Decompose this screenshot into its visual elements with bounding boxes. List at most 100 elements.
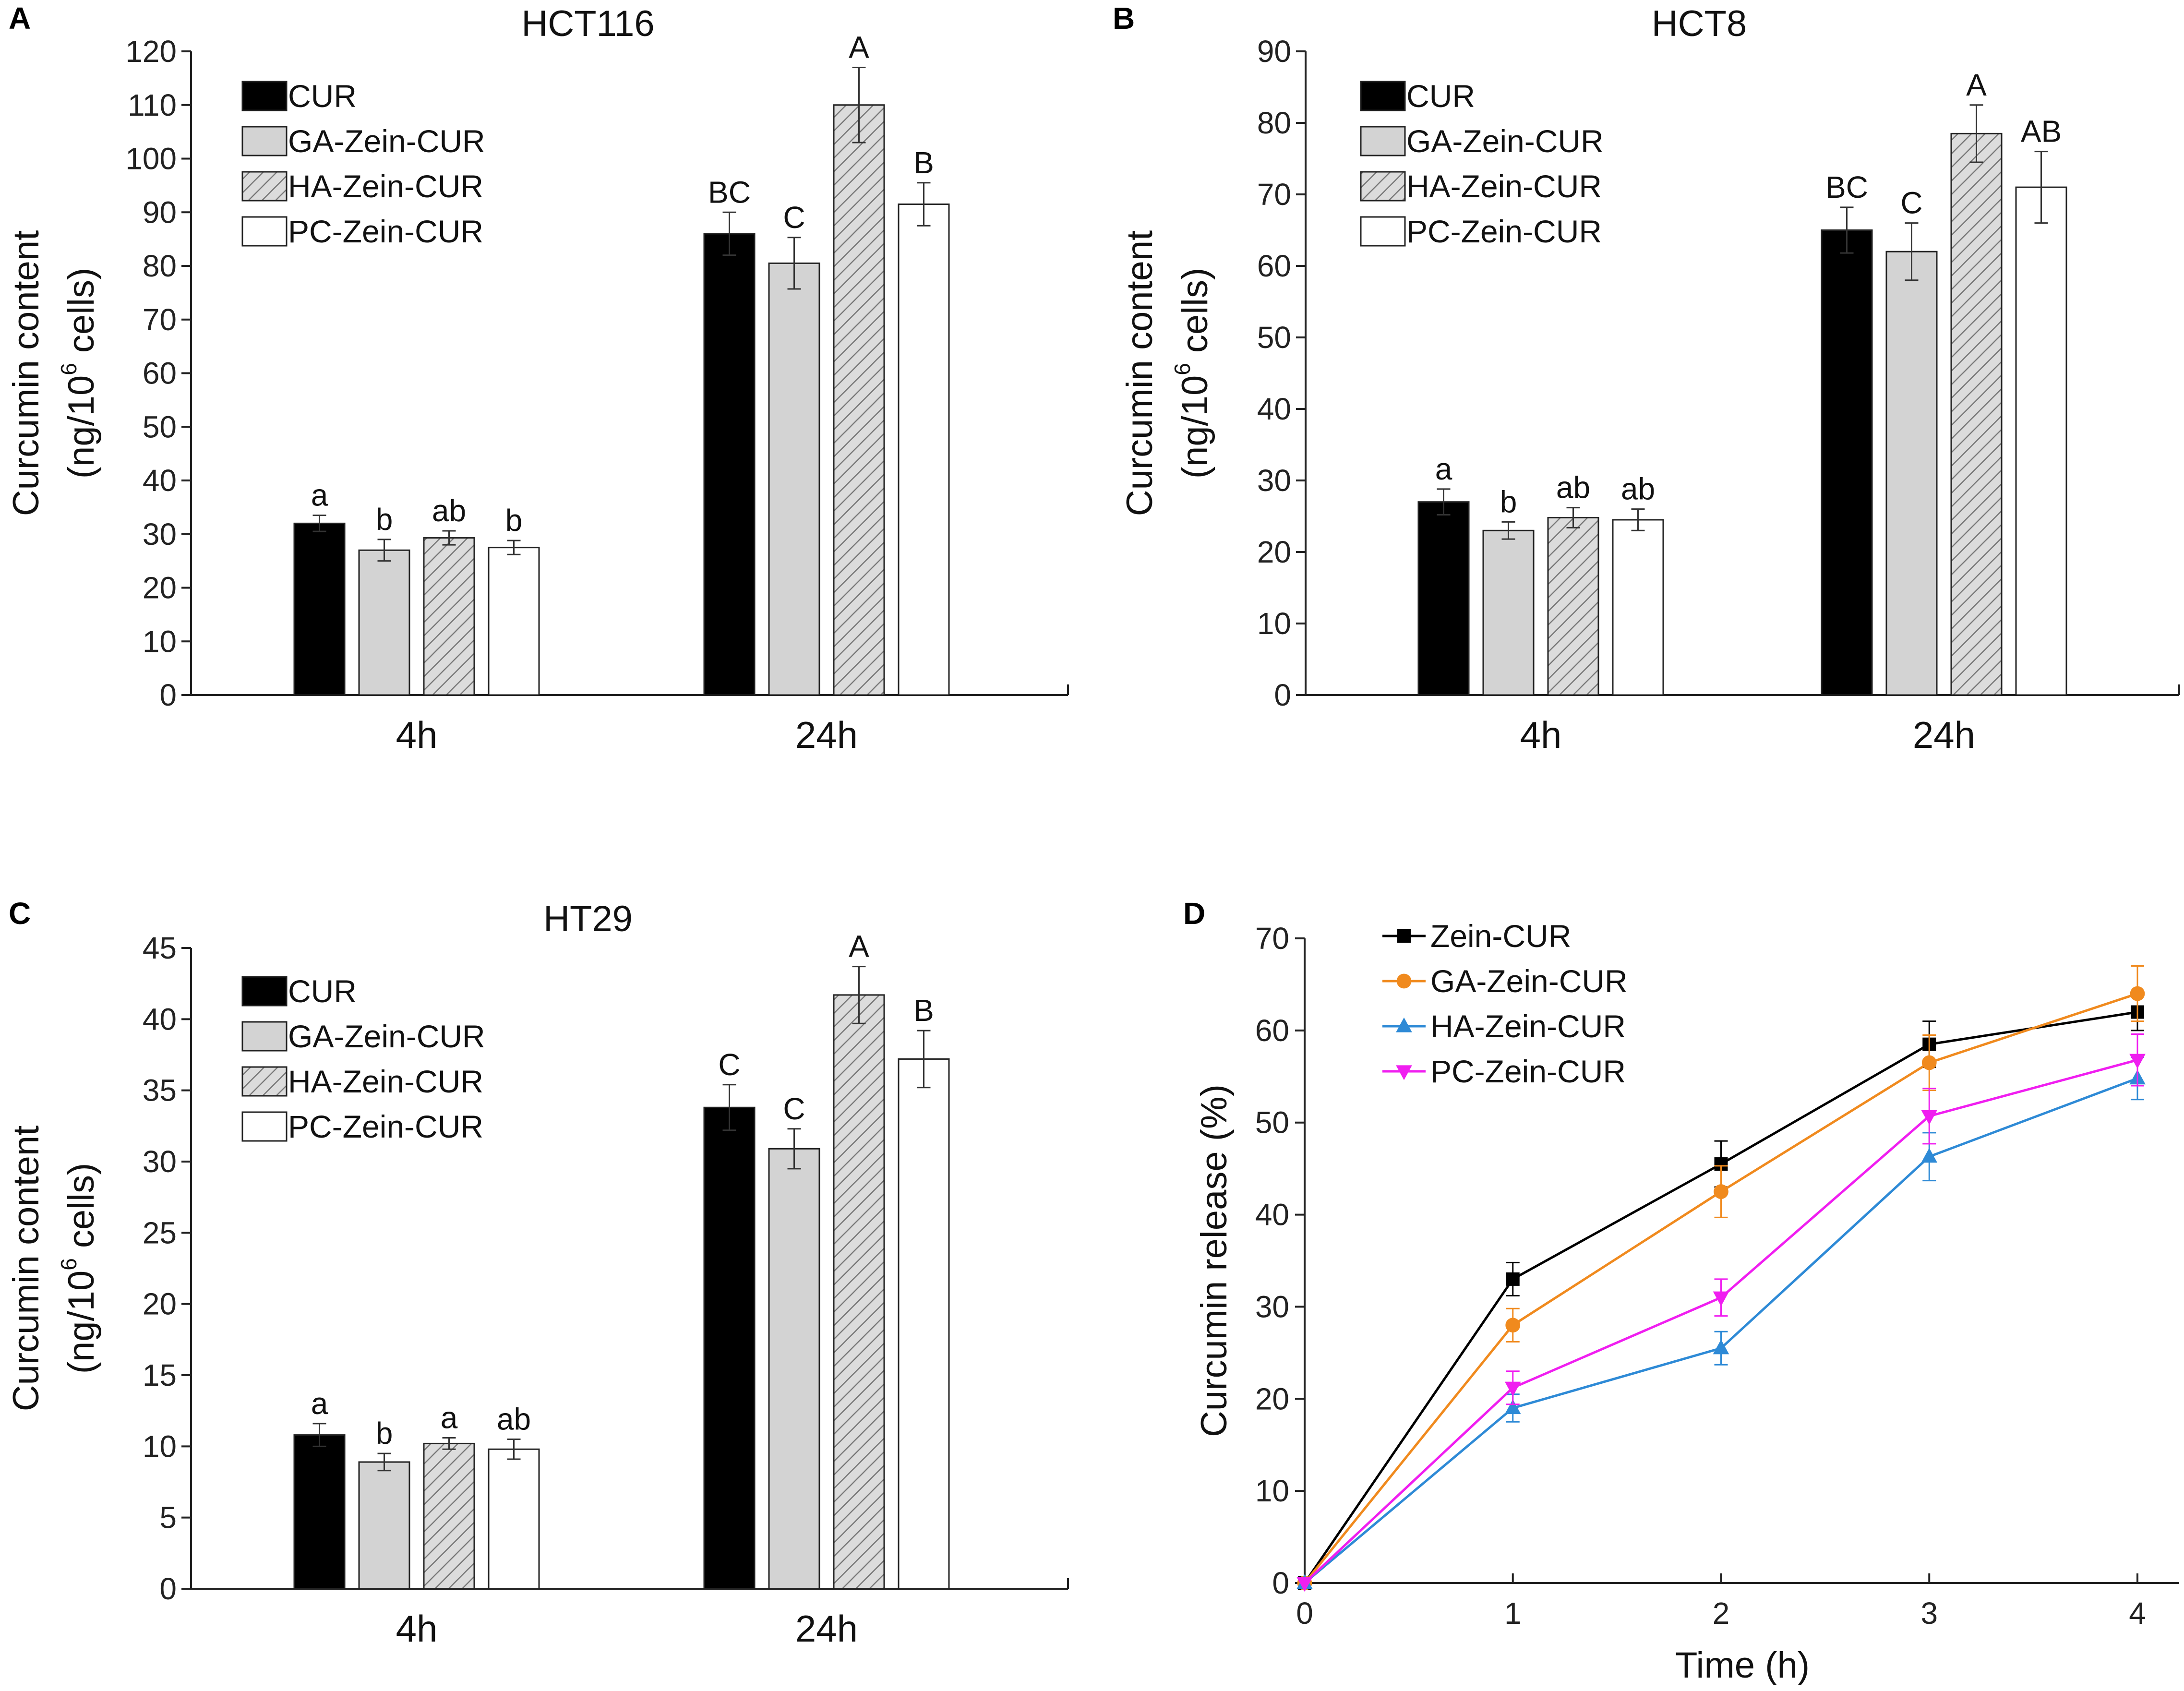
marker-square [1506,1272,1520,1286]
y-tick-label: 0 [159,1571,177,1606]
legend-label: PC-Zein-CUR [1406,214,1602,249]
bar-ha-zein-cur-4h [423,537,475,696]
chart-title: HT29 [543,899,633,939]
y-tick-label: 60 [1257,249,1291,283]
legend-label: HA-Zein-CUR [1406,168,1602,204]
bar-pc-zein-cur-4h [1612,519,1664,696]
chart-title: HCT116 [521,3,654,44]
legend-label: HA-Zein-CUR [288,1064,483,1099]
significance-letter: C [783,200,805,235]
significance-letter: C [1900,186,1922,220]
chart-title: HCT8 [1652,3,1747,44]
y-tick-label: 20 [1257,535,1291,569]
legend-label: Zein-CUR [1430,918,1571,954]
y-tick-label: 0 [1272,1566,1289,1600]
y-tick-label: 110 [128,88,177,122]
y-axis-label-units: (ng/106 cells) [1170,268,1215,479]
significance-letter: B [913,145,934,180]
y-tick-label: 30 [143,1144,177,1179]
y-axis-label: Curcumin release (%) [1194,1084,1235,1437]
bar-ga-zein-cur-4h [1482,529,1535,696]
y-tick-label: 25 [143,1215,177,1250]
x-category-label: 24h [795,714,858,756]
x-tick-label: 3 [1920,1596,1938,1631]
bar-ha-zein-cur-24h [833,994,885,1590]
y-axis-units-suffix: cells) [1175,268,1215,363]
y-tick-label: 0 [159,678,177,712]
significance-letter: B [913,993,934,1028]
series-pc-zein-cur [1296,1033,2146,1592]
y-tick-label: 30 [143,517,177,552]
legend-label: CUR [1406,78,1475,114]
panel-label: B [1113,1,1135,36]
significance-letter: BC [708,175,751,209]
panel-label: C [9,896,31,931]
bar-ga-zein-cur-4h [358,1461,410,1590]
panel-b: B HCT8 0 10 20 30 40 50 60 70 80 90 Curcumin content… [1113,1,2180,756]
bar-cur-24h [703,233,756,696]
series-line [1304,1058,2138,1584]
y-tick-label: 90 [143,195,177,229]
y-axis-units-suffix: cells) [61,268,102,363]
bar-ga-zein-cur-4h [358,549,410,696]
legend-swatch-cur [241,976,288,1007]
marker-circle [1921,1055,1937,1070]
y-tick-label: 40 [1255,1198,1289,1232]
y-axis-label: Curcumin content [6,230,47,516]
y-tick-label: 10 [143,1429,177,1463]
legend-swatch-ga-zein-cur [241,126,288,156]
bar-ha-zein-cur-24h [833,104,885,696]
legend-swatch-cur [1360,81,1406,111]
significance-letter: A [849,929,869,964]
panel-label: A [9,1,31,36]
y-tick-label: 10 [143,624,177,659]
bar-ga-zein-cur-24h [768,262,820,696]
x-tick-label: 4 [2129,1596,2146,1631]
bar-ga-zein-cur-24h [768,1148,820,1590]
x-category-label: 4h [1520,714,1562,756]
y-tick-label: 20 [143,571,177,605]
marker-triangle-up [1921,1148,1938,1163]
marker-square [1397,929,1411,943]
significance-letter: b [376,502,393,537]
y-axis-units-superscript: 6 [1170,363,1195,375]
y-axis-units-prefix: (ng/10 [61,1271,102,1374]
marker-triangle-down [1504,1381,1521,1397]
legend-label: CUR [288,78,357,114]
legend-swatch-pc-zein-cur [1360,216,1406,247]
bar-ha-zein-cur-24h [1950,132,2003,696]
bar-ga-zein-cur-24h [1885,251,1938,696]
y-axis-units-superscript: 6 [56,1258,81,1271]
significance-letter: ab [497,1402,531,1437]
y-tick-label: 100 [125,142,177,176]
x-tick-label: 0 [1296,1596,1313,1631]
bar-pc-zein-cur-24h [2015,186,2067,696]
x-tick-label: 2 [1713,1596,1730,1631]
y-tick-label: 45 [143,931,177,965]
legend-label: GA-Zein-CUR [288,1019,485,1054]
significance-letter: a [441,1401,458,1435]
bar-ha-zein-cur-4h [423,1442,475,1590]
significance-letter: ab [1556,470,1590,505]
legend-label: PC-Zein-CUR [1430,1054,1626,1089]
significance-letter: C [718,1047,740,1082]
significance-letter: ab [1621,472,1655,506]
bar-cur-4h [1417,501,1470,696]
y-axis-units-prefix: (ng/10 [61,375,102,479]
bar-cur-24h [1821,229,1873,696]
legend-swatch-ha-zein-cur [1360,171,1406,202]
legend-label: GA-Zein-CUR [1406,123,1604,159]
y-tick-label: 35 [143,1073,177,1108]
legend-swatch-ha-zein-cur [241,1066,288,1097]
legend-label: HA-Zein-CUR [1430,1008,1626,1044]
marker-circle [1714,1184,1728,1199]
legend-label: PC-Zein-CUR [288,1109,483,1144]
legend-swatch-ga-zein-cur [241,1021,288,1052]
y-axis-label-units: (ng/106 cells) [56,1163,102,1374]
x-tick-label: 1 [1504,1596,1522,1631]
y-tick-label: 20 [1255,1381,1289,1416]
significance-letter: BC [1825,170,1868,204]
y-tick-label: 120 [125,34,177,69]
y-tick-label: 60 [1255,1013,1289,1048]
